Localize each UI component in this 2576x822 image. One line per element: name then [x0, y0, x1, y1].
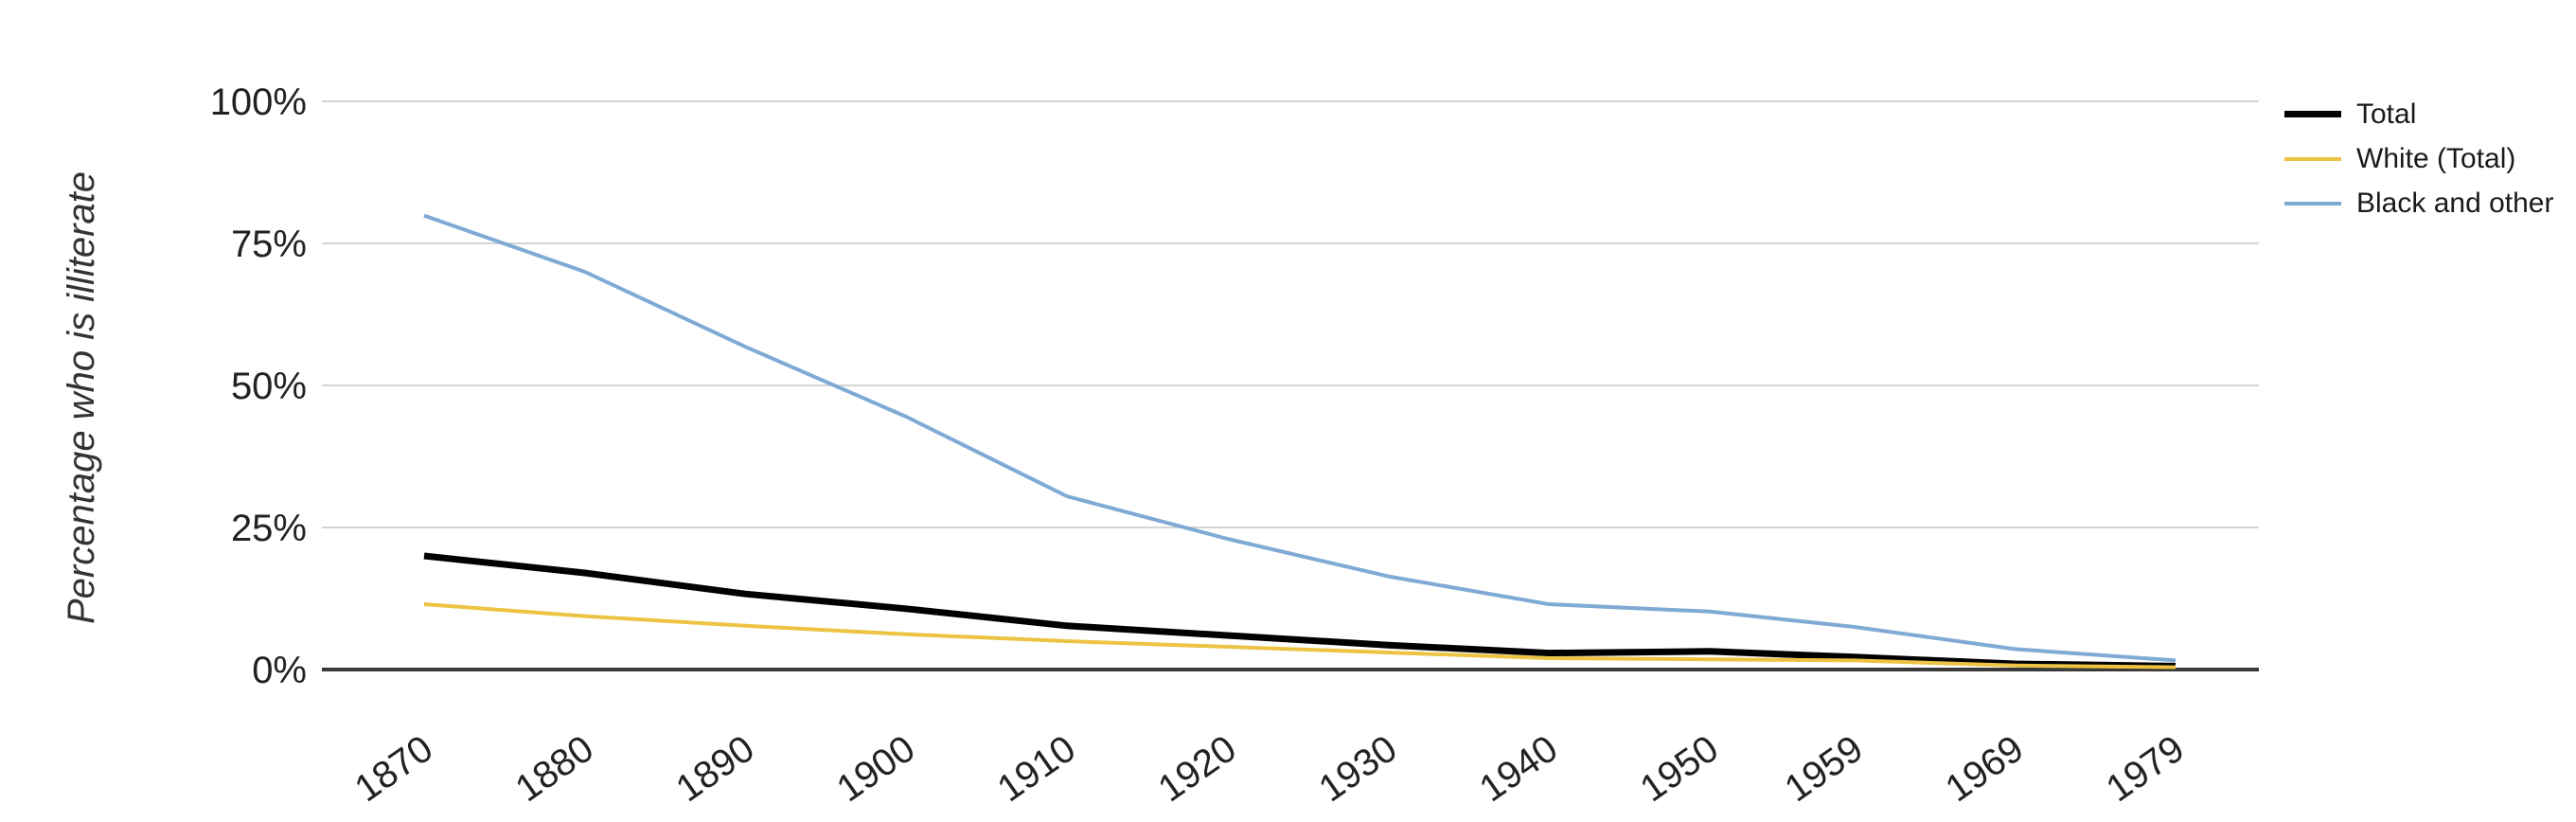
x-tick-label: 1880: [508, 727, 601, 810]
x-tick-label: 1920: [1151, 727, 1244, 810]
legend-swatch-total: [2284, 111, 2341, 117]
series-line-white-total: [423, 602, 2176, 670]
chart-legend: Total White (Total) Black and other: [2284, 98, 2553, 219]
x-tick-label: 1870: [347, 727, 440, 810]
legend-label: Black and other: [2356, 188, 2554, 219]
x-tick-label: 1979: [2099, 727, 2192, 810]
series-line-black-and-other: [423, 213, 2176, 663]
x-tick-label: 1969: [1938, 727, 2031, 810]
y-tick-label: 0%: [252, 650, 307, 691]
x-tick-label: 1900: [829, 727, 922, 810]
y-tick-label: 75%: [231, 223, 307, 265]
x-tick-label: 1890: [668, 727, 761, 810]
y-tick-label: 100%: [210, 81, 307, 123]
series-line-total: [423, 552, 2176, 670]
y-axis-title: Percentage who is illiterate: [61, 171, 102, 624]
y-tick-label: 25%: [231, 508, 307, 549]
legend-item: White (Total): [2284, 143, 2553, 174]
x-tick-label: 1950: [1633, 727, 1726, 810]
x-tick-label: 1959: [1778, 727, 1871, 810]
x-tick-label: 1910: [990, 727, 1083, 810]
legend-swatch-white-total: [2284, 156, 2341, 161]
y-tick-label: 50%: [231, 366, 307, 407]
x-tick-label: 1930: [1311, 727, 1404, 810]
legend-label: Total: [2356, 98, 2417, 130]
legend-swatch-black-and-other: [2284, 201, 2341, 206]
x-tick-label: 1940: [1472, 727, 1565, 810]
legend-item: Black and other: [2284, 188, 2553, 219]
legend-label: White (Total): [2356, 143, 2516, 174]
legend-item: Total: [2284, 98, 2553, 130]
